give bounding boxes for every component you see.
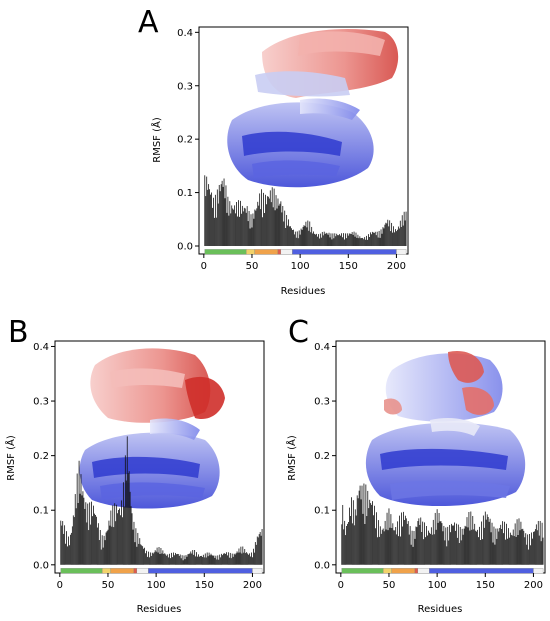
panel-letter-c: C: [288, 315, 309, 350]
y-tick-label: 0.2: [177, 135, 193, 146]
rmsf-bars-a: [204, 175, 407, 246]
y-ticks-c: 0.0 0.1 0.2 0.3 0.4: [314, 342, 336, 571]
y-tick-label: 0.2: [314, 451, 330, 462]
domain-segment: [102, 568, 112, 574]
domain-segment: [383, 568, 393, 574]
domain-segment: [60, 568, 103, 574]
x-tick-label: 0: [338, 580, 344, 591]
y-tick-label: 0.1: [33, 506, 49, 517]
x-tick-label: 150: [195, 580, 214, 591]
domain-segment: [280, 249, 293, 255]
y-axis-label-c: RMSF (Å): [285, 435, 298, 481]
y-tick-label: 0.3: [33, 397, 49, 408]
domain-segment: [110, 568, 135, 574]
protein-structure-a: [227, 29, 399, 188]
x-ticks-b: 0 50 100 150 200: [57, 573, 262, 591]
x-tick-label: 100: [291, 261, 310, 272]
x-tick-label: 0: [57, 580, 63, 591]
domain-segment: [204, 249, 247, 255]
x-tick-label: 200: [524, 580, 543, 591]
x-axis-label-b: Residues: [137, 604, 182, 615]
domain-segment: [277, 249, 282, 255]
x-tick-label: 0: [201, 261, 207, 272]
rmsf-bars-c: [341, 483, 544, 565]
y-tick-label: 0.0: [177, 241, 193, 252]
panel-b: B 0.00.10.20.30.4 0 50 100 150 200 RMSF (Å) …: [4, 315, 265, 615]
domain-segment: [133, 568, 138, 574]
domain-segment: [246, 249, 256, 255]
x-tick-label: 100: [147, 580, 166, 591]
rmsf-bars-b: [60, 436, 263, 565]
domain-segment: [292, 249, 397, 255]
domain-segment: [414, 568, 419, 574]
x-tick-label: 150: [476, 580, 495, 591]
y-tick-label: 0.2: [33, 451, 49, 462]
y-tick-label: 0.4: [33, 342, 49, 353]
y-tick-label: 0.0: [33, 560, 49, 571]
domain-segment: [429, 568, 534, 574]
x-tick-label: 200: [387, 261, 406, 272]
y-tick-label: 0.4: [177, 28, 193, 39]
domain-segment: [417, 568, 430, 574]
domain-segment: [391, 568, 416, 574]
domain-segment: [136, 568, 149, 574]
protein-structure-b: [79, 348, 225, 509]
x-tick-label: 50: [383, 580, 396, 591]
y-tick-label: 0.3: [177, 81, 193, 92]
domain-segment: [254, 249, 279, 255]
y-axis-label-a: RMSF (Å): [150, 117, 163, 163]
panel-a: A 0.00.10.20.30.4 0 50 100 150 200 RMSF (Å) …: [138, 5, 409, 297]
domain-track-a: [204, 249, 407, 255]
x-ticks-c: 0 50 100 150 200: [338, 573, 543, 591]
x-axis-label-a: Residues: [281, 286, 326, 297]
domain-track-b: [60, 568, 263, 574]
y-tick-label: 0.1: [177, 188, 193, 199]
x-tick-label: 50: [102, 580, 115, 591]
domain-segment: [396, 249, 407, 255]
panel-c: C 0.00.10.20.30.4 0 50 100 150 200 RMSF (Å) …: [285, 315, 546, 615]
x-axis-label-c: Residues: [418, 604, 463, 615]
y-tick-label: 0.0: [314, 560, 330, 571]
y-tick-label: 0.1: [314, 506, 330, 517]
domain-segment: [148, 568, 253, 574]
domain-segment: [252, 568, 263, 574]
x-tick-label: 100: [428, 580, 447, 591]
y-ticks-b: 0.0 0.1 0.2 0.3 0.4: [33, 342, 55, 571]
y-axis-label-b: RMSF (Å): [4, 435, 17, 481]
panel-letter-a: A: [138, 5, 159, 40]
protein-structure-c: [365, 350, 526, 507]
domain-segment: [533, 568, 544, 574]
y-ticks-a: 0.0 0.1 0.2 0.3 0.4: [177, 28, 199, 252]
y-tick-label: 0.3: [314, 397, 330, 408]
x-tick-label: 50: [246, 261, 259, 272]
domain-segment: [341, 568, 384, 574]
x-tick-label: 150: [339, 261, 358, 272]
x-tick-label: 200: [243, 580, 262, 591]
domain-track-c: [341, 568, 544, 574]
panel-letter-b: B: [8, 315, 29, 350]
x-ticks-a: 0 50 100 150 200: [201, 254, 406, 272]
y-tick-label: 0.4: [314, 342, 330, 353]
